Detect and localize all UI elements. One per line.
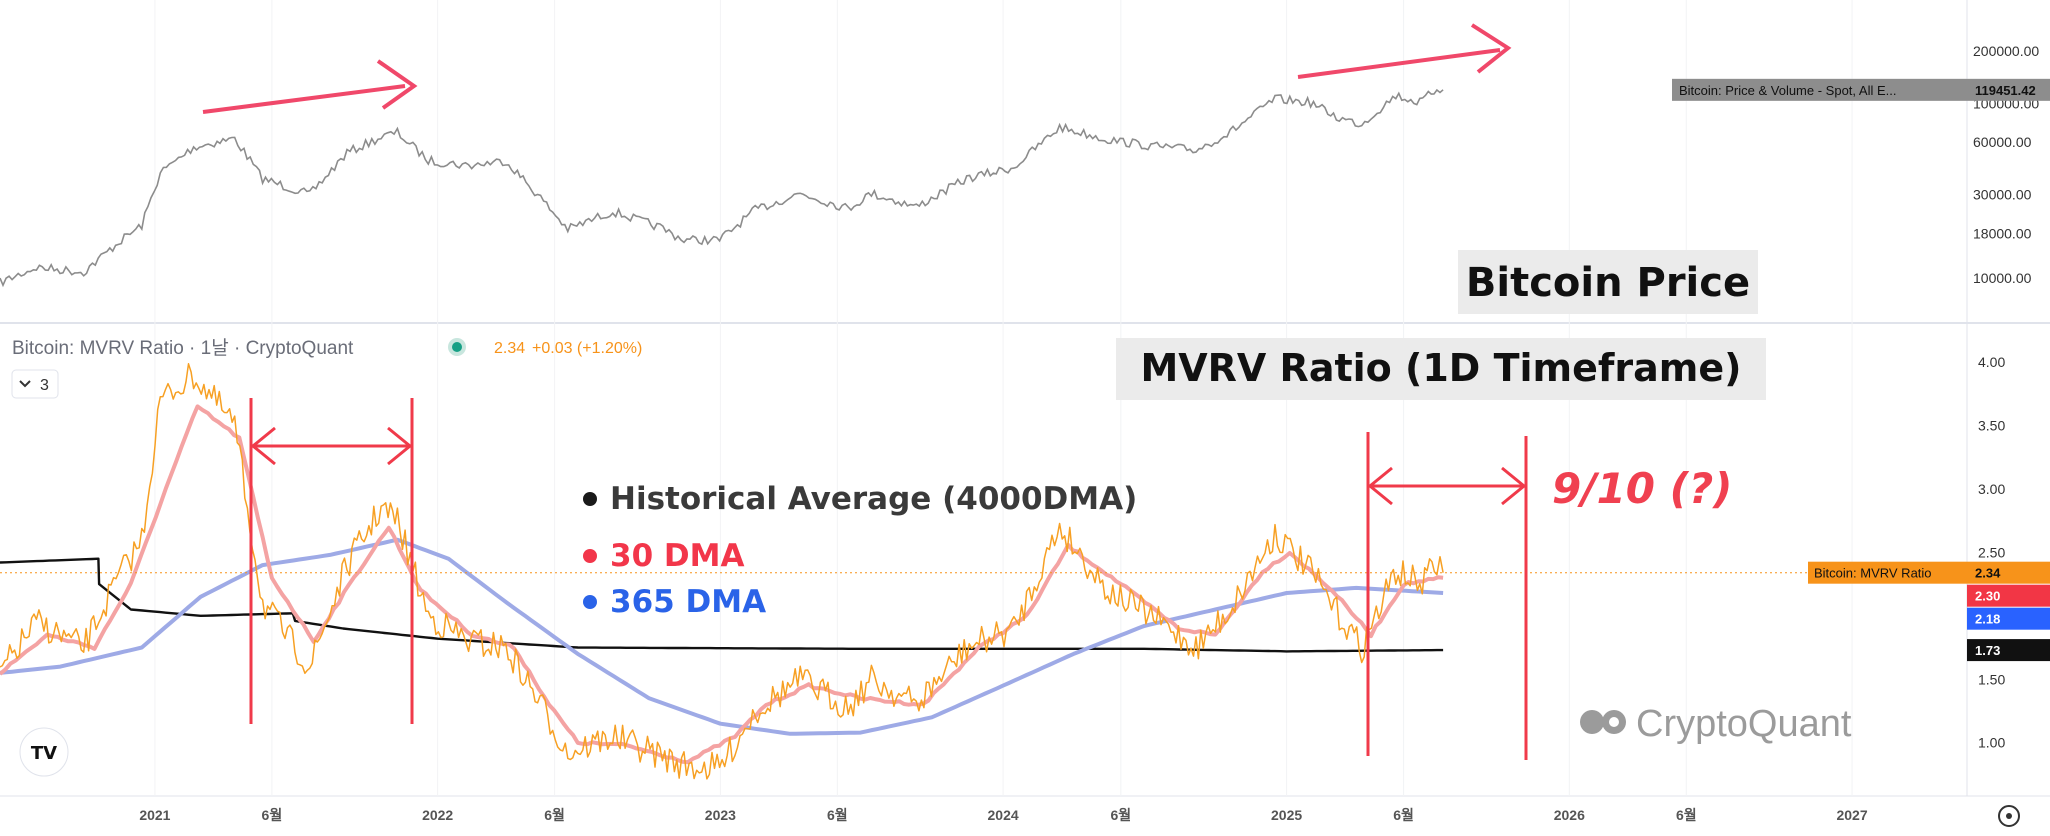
price-last-value-tag: 119451.42 [1975, 83, 2036, 98]
x-tick-label: 6월 [827, 807, 848, 823]
mvrv-tick-label: 3.00 [1978, 481, 2005, 497]
x-tick-label: 2021 [139, 807, 170, 823]
pane-value: 2.34 [494, 340, 525, 357]
x-tick-label: 6월 [1393, 807, 1414, 823]
price-series-label: Bitcoin: Price & Volume - Spot, All E... [1679, 83, 1896, 98]
price-title-box: Bitcoin Price [1458, 250, 1758, 314]
dma30-last-value-tag-bg [1967, 584, 2050, 607]
x-tick-label: 2023 [705, 807, 736, 823]
dma365-last-value-tag-bg [1967, 607, 2050, 630]
mvrv-series-label-bg [1808, 561, 1967, 584]
dma30-last-value-tag: 2.30 [1975, 589, 2000, 604]
time-x-axis[interactable]: 2021 6월 2022 6월 2023 6월 2024 6월 2025 6월 2026 6월 2027 [139, 807, 1867, 823]
price-tick-label: 18000.00 [1973, 225, 2032, 241]
x-tick-label: 2027 [1836, 807, 1867, 823]
watermark-text: CryptoQuant [1636, 703, 1852, 745]
legend-dot-365dma [583, 595, 597, 609]
pane-change: +0.03 (+1.20%) [532, 340, 642, 357]
annotation-9-10: 9/10 (?) [1552, 464, 1732, 513]
dma4000-line [0, 557, 1444, 653]
pane-title[interactable]: Bitcoin: MVRV Ratio · 1날 · CryptoQuant [12, 337, 354, 359]
price-tick-label: 10000.00 [1973, 270, 2032, 286]
collapse-count: 3 [40, 377, 49, 394]
cycle-marker-2025 [1366, 432, 1528, 760]
x-tick-label: 6월 [544, 807, 565, 823]
mvrv-tick-label: 1.00 [1978, 735, 2005, 751]
dma4000-last-value-tag: 1.73 [1975, 643, 2000, 658]
price-line [0, 88, 1444, 288]
price-tick-label: 30000.00 [1973, 187, 2032, 203]
mvrv-tick-label: 1.50 [1978, 671, 2005, 687]
mvrv-tick-label: 2.50 [1978, 544, 2005, 560]
price-series-label-bg [1672, 78, 1967, 101]
x-tick-label: 6월 [262, 807, 283, 823]
collapse-button[interactable]: 3 [11, 369, 59, 399]
mvrv-series-label: Bitcoin: MVRV Ratio [1814, 566, 1932, 581]
dma4000-last-value-tag-bg [1967, 639, 2050, 662]
legend: Historical Average (4000DMA) 30 DMA 365 … [583, 481, 1137, 620]
tradingview-logo[interactable]: TV [19, 727, 69, 777]
mvrv-y-axis[interactable]: 1.001.502.002.503.003.504.00 [1978, 354, 2005, 751]
dma365-last-value-tag: 2.18 [1975, 612, 2000, 627]
price-title: Bitcoin Price [1466, 260, 1750, 306]
legend-label-4000dma: Historical Average (4000DMA) [610, 481, 1137, 517]
x-tick-label: 2022 [422, 807, 453, 823]
mvrv-last-value-tag: 2.34 [1975, 566, 2001, 581]
legend-label-365dma: 365 DMA [610, 584, 766, 620]
trend-arrow-2025 [1297, 23, 1512, 79]
cycle-marker-2021 [249, 398, 414, 724]
mvrv-title: MVRV Ratio (1D Timeframe) [1140, 346, 1741, 390]
x-tick-label: 2025 [1271, 807, 1302, 823]
gear-icon[interactable] [1998, 805, 2020, 827]
legend-label-30dma: 30 DMA [610, 538, 745, 574]
dma365-line [0, 537, 1444, 736]
legend-dot-4000dma [583, 492, 597, 506]
mvrv-tick-label: 3.50 [1978, 418, 2005, 434]
mvrv-title-box: MVRV Ratio (1D Timeframe) [1116, 338, 1766, 400]
x-tick-label: 6월 [1676, 807, 1697, 823]
mvrv-pane-background [0, 324, 1967, 796]
chevron-down-icon [19, 380, 31, 388]
price-tick-label: 200000.00 [1973, 43, 2039, 59]
svg-text:TV: TV [31, 743, 57, 764]
trend-arrow-2021 [202, 59, 418, 114]
mvrv-last-value-tag-bg [1967, 561, 2050, 584]
x-tick-label: 2026 [1554, 807, 1585, 823]
mvrv-line [0, 363, 1444, 780]
mvrv-series-group [0, 363, 1967, 780]
mvrv-tick-label: 4.00 [1978, 354, 2005, 370]
x-tick-label: 2024 [988, 807, 1019, 823]
price-tick-label: 60000.00 [1973, 134, 2032, 150]
price-tags: Bitcoin: Price & Volume - Spot, All E...… [1672, 78, 2050, 662]
x-tick-label: 6월 [1110, 807, 1131, 823]
price-series-group [0, 88, 1444, 288]
legend-dot-30dma [583, 549, 597, 563]
price-last-value-tag-bg [1967, 78, 2050, 101]
eye-icon[interactable] [448, 338, 466, 356]
cryptoquant-watermark: CryptoQuant [1580, 703, 1852, 745]
